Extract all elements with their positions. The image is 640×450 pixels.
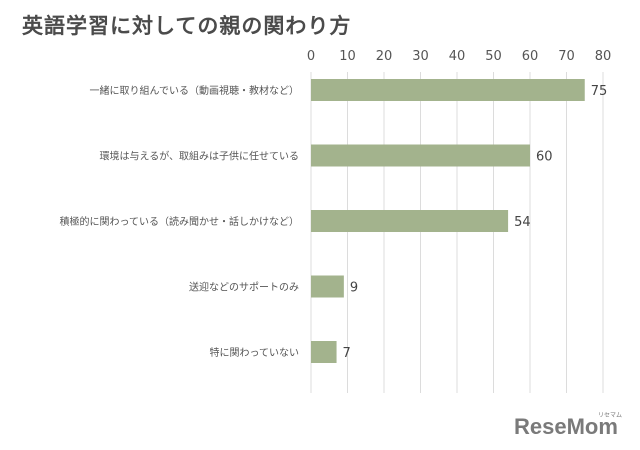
x-tick-label: 80 <box>595 49 612 64</box>
data-label: 7 <box>343 346 351 361</box>
data-label: 60 <box>536 150 553 165</box>
logo-ruby: リセマム <box>598 412 622 419</box>
chart-title: 英語学習に対しての親の関わり方 <box>22 14 352 38</box>
bar <box>311 210 509 232</box>
data-label: 54 <box>514 215 531 230</box>
x-tick-label: 40 <box>449 49 466 64</box>
x-tick-label: 20 <box>376 49 393 64</box>
bar <box>311 79 585 101</box>
x-tick-label: 60 <box>522 49 539 64</box>
x-tick-label: 10 <box>339 49 356 64</box>
logo-text: ReseMom <box>514 414 618 438</box>
category-label: 環境は与えるが、取組みは子供に任せている <box>100 150 300 163</box>
bar <box>311 275 344 298</box>
x-tick-label: 70 <box>558 49 575 64</box>
category-label: 特に関わっていない <box>210 347 300 359</box>
category-label: 送迎などのサポートのみ <box>189 281 299 294</box>
x-tick-label: 50 <box>485 49 502 64</box>
category-label: 一緒に取り組んでいる（動画視聴・教材など） <box>90 84 300 97</box>
bar <box>311 341 337 363</box>
data-label: 9 <box>350 281 358 296</box>
x-tick-label: 0 <box>307 49 315 64</box>
resemom-logo: ReseMom リセマム <box>514 412 622 438</box>
category-label: 積極的に関わっている（読み聞かせ・話しかけなど） <box>60 215 300 228</box>
data-label: 75 <box>591 84 608 99</box>
x-tick-label: 30 <box>412 49 429 64</box>
bar <box>311 144 530 167</box>
